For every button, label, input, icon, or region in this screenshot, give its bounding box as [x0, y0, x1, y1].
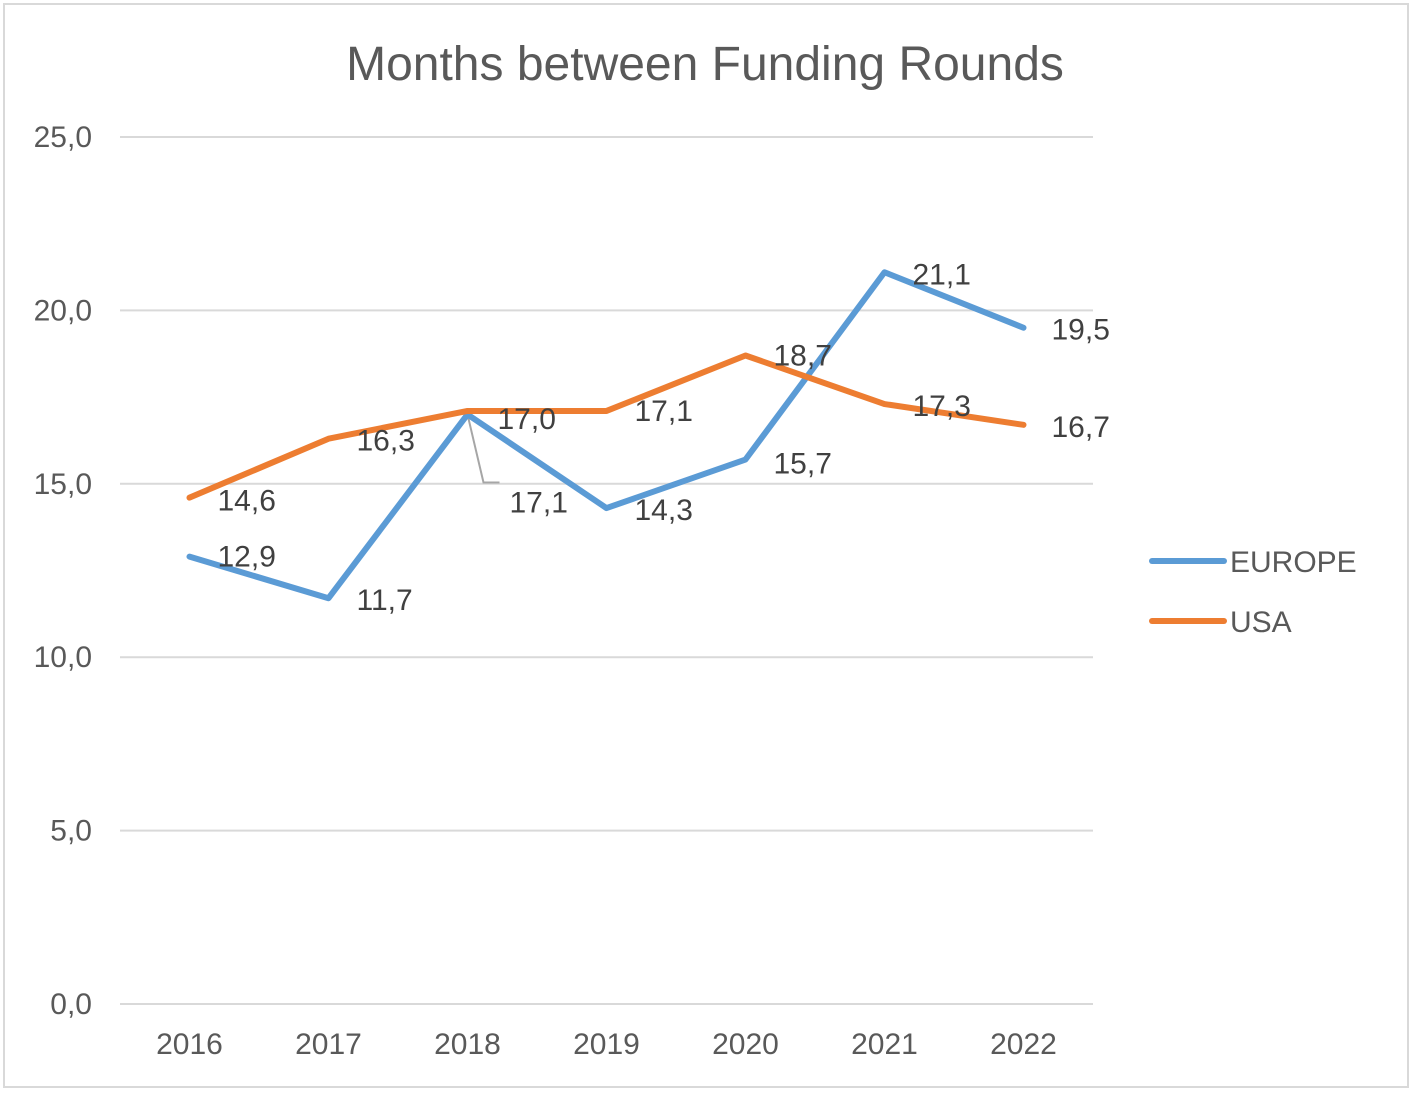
data-label-usa: 16,3	[357, 425, 415, 458]
y-tick-label: 0,0	[50, 988, 92, 1021]
x-tick-label: 2017	[295, 1028, 362, 1061]
data-label-leader-line	[466, 414, 500, 484]
x-tick-label: 2016	[156, 1028, 223, 1061]
data-label-usa: 17,1	[635, 395, 693, 428]
data-labels: 12,9 11,7 17,1 14,3 15,7 21,1 19,5 14,6 16,3 17,0…	[218, 258, 1110, 617]
data-label-europe: 12,9	[218, 541, 276, 574]
series-lines	[186, 269, 1027, 602]
x-tick-label: 2022	[990, 1028, 1057, 1061]
data-label-europe: 15,7	[774, 448, 832, 481]
y-tick-label: 15,0	[34, 468, 92, 501]
data-label-usa: 16,7	[1052, 411, 1110, 444]
legend: EUROPE USA	[1149, 546, 1357, 639]
data-label-europe: 19,5	[1052, 314, 1110, 347]
data-label-usa: 14,6	[218, 485, 276, 518]
x-tick-label: 2018	[434, 1028, 501, 1061]
axes: 0,0 5,0 10,0 15,0 20,0 25,0 2016 2017 2018 2019 20…	[34, 121, 1057, 1061]
data-label-europe: 17,1	[510, 486, 568, 519]
x-tick-label: 2021	[851, 1028, 918, 1061]
legend-label-usa: USA	[1230, 606, 1292, 639]
y-tick-label: 5,0	[50, 815, 92, 848]
data-label-usa: 17,3	[913, 390, 971, 423]
series-line-europe	[186, 269, 1027, 602]
y-tick-label: 10,0	[34, 641, 92, 674]
data-label-usa: 18,7	[774, 339, 832, 372]
series-line-usa	[186, 352, 1027, 501]
data-label-usa: 17,0	[498, 403, 556, 436]
data-label-europe: 21,1	[913, 258, 971, 291]
chart-frame	[3, 3, 1409, 1088]
x-tick-label: 2020	[712, 1028, 779, 1061]
y-tick-label: 20,0	[34, 294, 92, 327]
data-label-europe: 14,3	[635, 494, 693, 527]
legend-label-europe: EUROPE	[1230, 546, 1357, 579]
y-tick-label: 25,0	[34, 121, 92, 154]
data-label-europe: 11,7	[357, 584, 413, 617]
chart-title: Months between Funding Rounds	[346, 38, 1064, 91]
x-tick-label: 2019	[573, 1028, 640, 1061]
leader-lines	[466, 414, 500, 484]
gridlines	[120, 136, 1093, 1005]
